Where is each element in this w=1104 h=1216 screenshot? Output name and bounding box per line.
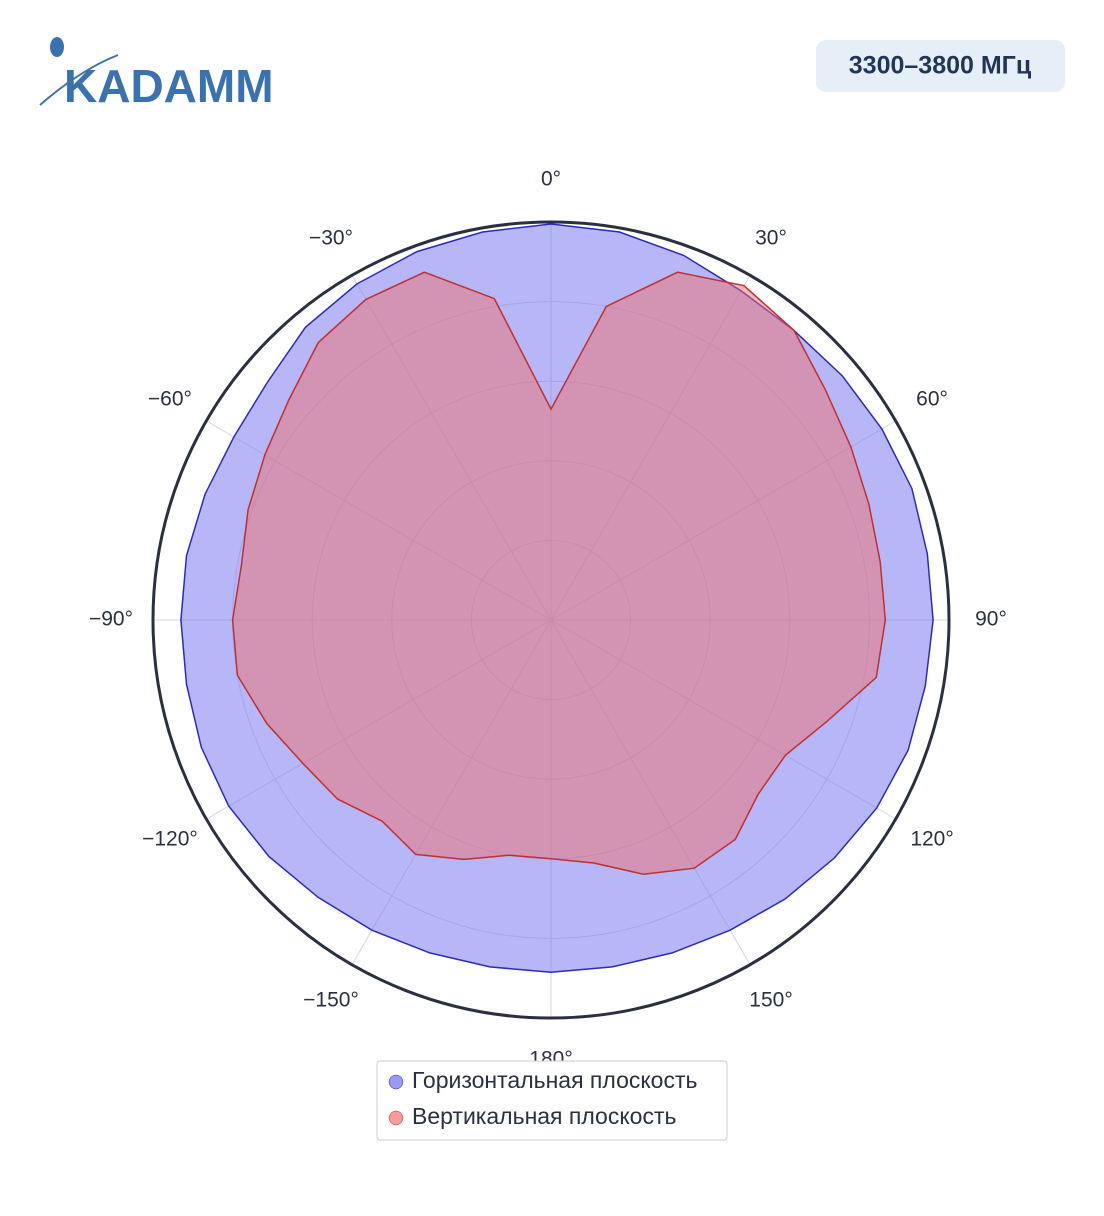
theta-tick-label: 60° xyxy=(916,388,948,411)
theta-tick-label: −120° xyxy=(142,828,198,851)
theta-tick-label: 30° xyxy=(755,226,787,249)
series-area xyxy=(231,271,887,876)
plot-border xyxy=(151,220,951,1020)
theta-tick-label: 120° xyxy=(910,828,953,851)
logo-dot xyxy=(50,37,64,57)
badge: 3300–3800 МГц xyxy=(849,52,1032,80)
theta-tick-label: −150° xyxy=(303,989,359,1012)
theta-tick-label: 0° xyxy=(541,168,561,191)
theta-tick-label: −30° xyxy=(309,226,353,249)
legend-label: Горизонтальная плоскость xyxy=(412,1067,698,1093)
theta-tick-label: 150° xyxy=(749,989,792,1012)
legend-marker xyxy=(388,1074,404,1090)
legend-marker xyxy=(388,1110,404,1126)
legend-items: Горизонтальная плоскость Вертикальная пло… xyxy=(388,1067,698,1129)
badge-bg xyxy=(816,40,1065,92)
legend-label: Вертикальная плоскость xyxy=(412,1103,676,1129)
logo-arc xyxy=(39,54,119,106)
theta-tick-label: 90° xyxy=(975,608,1007,631)
logo: KADAMM xyxy=(39,37,274,112)
legend xyxy=(376,1060,728,1141)
polar-plot: 0°30°60°90°120°150°180°−150°−120°−90°−60… xyxy=(89,168,1007,1071)
theta-tick-label: −90° xyxy=(89,608,133,631)
theta-tick-label: −60° xyxy=(148,388,192,411)
logo-text: KADAMM xyxy=(64,60,274,112)
